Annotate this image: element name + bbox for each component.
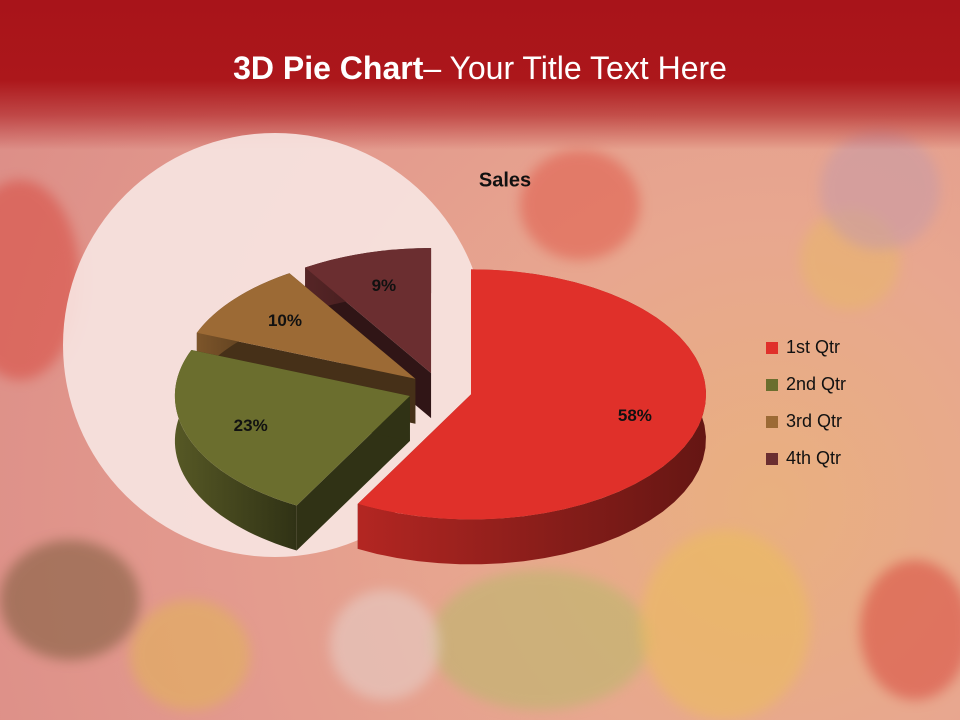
legend-label: 3rd Qtr	[786, 411, 842, 431]
legend-label: 2nd Qtr	[786, 374, 846, 394]
legend-swatch	[766, 416, 778, 428]
slice	[357, 269, 706, 565]
decor	[130, 600, 250, 710]
decor	[330, 590, 440, 700]
decor	[430, 570, 650, 710]
data-label: 58%	[618, 406, 652, 425]
slice-top	[174, 349, 410, 506]
data-label: 9%	[372, 276, 397, 295]
legend-label: 4th Qtr	[786, 448, 841, 468]
slice-top	[357, 269, 706, 520]
header-band	[0, 0, 960, 150]
slice-top	[196, 273, 416, 379]
slice-side	[357, 269, 706, 565]
chart-title: Sales	[479, 169, 531, 191]
slice-top	[305, 248, 432, 374]
decor	[820, 130, 940, 250]
decor	[0, 540, 140, 660]
slice-side	[174, 349, 297, 551]
slice	[174, 349, 410, 551]
decor	[860, 560, 960, 700]
slide-title: 3D Pie Chart– Your Title Text Here	[0, 50, 960, 87]
data-label: 10%	[268, 311, 302, 330]
title-bold: 3D Pie Chart	[233, 50, 424, 86]
decor	[520, 150, 640, 260]
legend-swatch	[766, 342, 778, 354]
data-label: 23%	[234, 416, 268, 435]
decor	[640, 530, 810, 720]
title-rest: – Your Title Text Here	[423, 50, 727, 86]
legend-label: 1st Qtr	[786, 337, 840, 357]
legend-swatch	[766, 453, 778, 465]
legend-swatch	[766, 379, 778, 391]
